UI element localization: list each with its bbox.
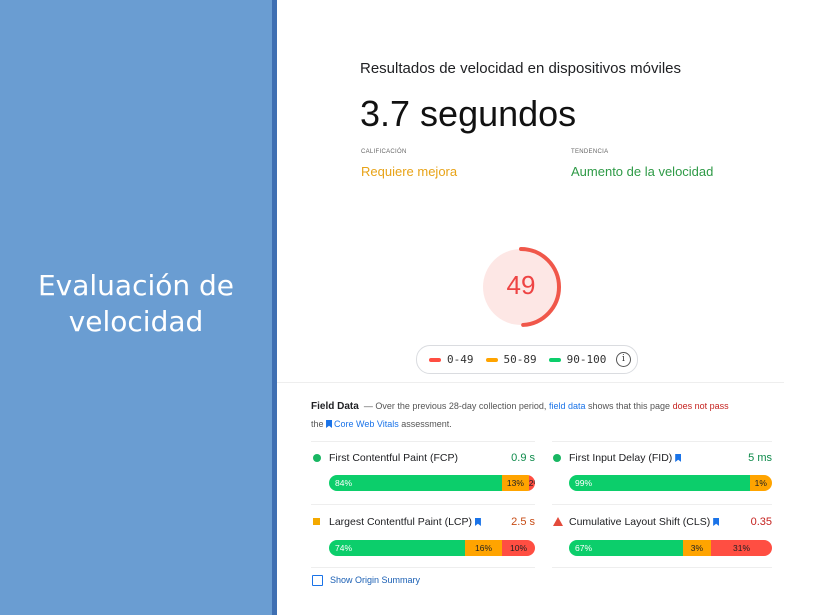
bar-segment-good: 84% [329,475,503,491]
score-value: 49 [506,270,536,300]
info-icon[interactable]: i [616,352,631,367]
slide-title: Evaluación de velocidad [0,268,272,340]
show-origin-summary-link[interactable]: Show Origin Summary [330,575,421,585]
row-divider [311,441,535,442]
metric-label-fid: First Input Delay (FID) [569,452,673,464]
orange-square-icon [313,518,320,525]
fail-status: does not pass [672,401,729,411]
bookmark-icon [474,518,481,526]
bar-segment-poor: 10% [502,540,535,556]
field-data-text-1: Over the previous 28-day collection peri… [375,401,547,411]
metric-name-cls: Cumulative Layout Shift (CLS) [569,516,721,528]
row-divider [552,441,772,442]
green-circle-icon [553,454,561,462]
bookmark-icon [675,454,682,462]
metric-name-lcp: Largest Contentful Paint (LCP) [329,516,483,528]
bar-segment-good: 67% [569,540,683,556]
metric-label-lcp: Largest Contentful Paint (LCP) [329,516,472,528]
core-web-vitals-link[interactable]: Core Web Vitals [334,419,399,429]
legend-label-average: 50-89 [503,353,537,366]
field-data-description: Field Data — Over the previous 28-day co… [311,401,729,412]
legend-swatch-average [485,357,498,362]
legend-swatch-good [548,357,561,362]
rating-value: Requiere mejora [361,164,458,179]
row-divider [311,504,535,505]
origin-summary-checkbox[interactable] [312,575,323,586]
green-circle-icon [313,454,321,462]
row-divider [552,567,772,568]
field-data-text-4: assessment. [401,419,452,429]
field-data-dash: — [363,401,373,411]
bar-segment-average: 1% [749,475,772,491]
gauge-arc [481,247,561,327]
bookmark-icon [326,420,333,428]
metric-name-fcp: First Contentful Paint (FCP) [329,452,458,464]
bar-segment-good: 99% [569,475,750,491]
bookmark-icon [713,518,720,526]
distribution-bar-cls: 67% 3% 31% [569,540,772,556]
bar-segment-average: 16% [464,540,503,556]
bar-segment-average: 3% [682,540,712,556]
distribution-bar-lcp: 74% 16% 10% [329,540,535,556]
row-divider [311,567,535,568]
legend-item-poor: 0-49 [429,353,474,366]
distribution-bar-fid: 99% 1% [569,475,772,491]
panel-divider [272,0,277,615]
score-gauge [481,247,561,327]
metric-value-cls: 0.35 [750,516,772,528]
distribution-bar-fcp: 84% 13% 2% [329,475,535,491]
field-data-description-2: the Core Web Vitals assessment. [311,419,452,429]
rating-label: CALIFICACIÓN [361,149,407,155]
slide-side-panel [0,0,272,615]
section-divider [277,382,784,383]
metric-name-fid: First Input Delay (FID) [569,452,683,464]
trend-label: TENDENCIA [571,149,609,155]
row-divider [552,504,772,505]
load-time: 3.7 segundos [360,93,577,134]
field-data-title: Field Data [311,401,359,412]
legend-item-average: 50-89 [485,353,537,366]
metric-label-cls: Cumulative Layout Shift (CLS) [569,516,711,528]
bar-segment-poor: 2% [528,475,535,491]
legend-label-good: 90-100 [566,353,607,366]
field-data-text-3: the [311,419,324,429]
score-legend: 0-49 50-89 90-100 i [416,345,638,374]
red-triangle-icon [553,517,563,526]
bar-segment-average: 13% [502,475,529,491]
legend-item-good: 90-100 [548,353,607,366]
gauge-background [483,249,559,325]
slide-title-line-1: Evaluación de [37,269,235,302]
slide-title-line-2: velocidad [68,305,204,338]
bar-segment-good: 74% [329,540,465,556]
legend-label-poor: 0-49 [447,353,474,366]
results-heading: Resultados de velocidad en dispositivos … [360,60,682,77]
bar-segment-poor: 31% [711,540,772,556]
trend-value: Aumento de la velocidad [571,164,714,179]
field-data-text-2: shows that this page [587,401,671,411]
metric-value-fcp: 0.9 s [511,452,535,464]
metric-value-lcp: 2.5 s [511,516,535,528]
legend-swatch-poor [429,357,441,362]
metric-value-fid: 5 ms [748,452,772,464]
field-data-link[interactable]: field data [548,401,586,411]
